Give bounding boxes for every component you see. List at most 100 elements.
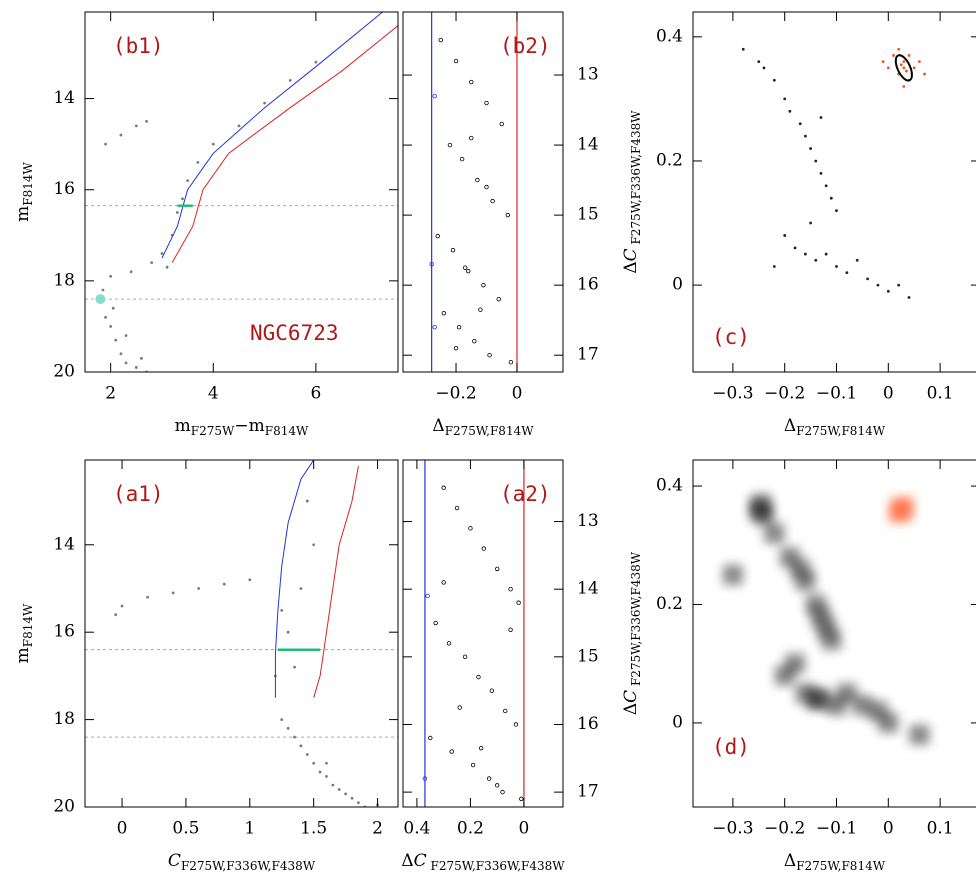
data-point (104, 316, 107, 319)
data-point (109, 275, 112, 278)
label-part: F275W,F814W (796, 859, 886, 873)
data-point (503, 709, 507, 713)
label-part: Δ (621, 261, 641, 273)
data-point (181, 197, 184, 200)
data-point (471, 763, 475, 767)
data-point (897, 48, 900, 51)
data-point (433, 325, 437, 329)
fiducial-line (314, 466, 359, 698)
data-point (845, 271, 848, 274)
data-point (140, 357, 143, 360)
label-part: m (175, 416, 191, 436)
data-point (463, 655, 467, 659)
data-point (509, 587, 513, 591)
data-point (501, 790, 505, 794)
data-point (908, 54, 911, 57)
data-point (248, 578, 251, 581)
data-point (325, 762, 328, 765)
label-part: Δ (784, 416, 796, 436)
panel-annotation: (d) (712, 735, 750, 759)
label-part: F275W,F336W,F438W (629, 110, 643, 249)
data-point (176, 211, 179, 214)
data-point (809, 222, 812, 225)
y-tick-label: 18 (53, 270, 75, 290)
x-tick-label: 6 (310, 384, 321, 404)
data-point (866, 277, 869, 280)
label-part: Δ (432, 416, 444, 436)
data-point (315, 61, 318, 64)
data-point (172, 591, 175, 594)
data-point (197, 587, 200, 590)
data-point (293, 666, 296, 669)
data-point (887, 66, 890, 69)
x-tick-label: −0.3 (712, 384, 753, 404)
y-tick-label: 0.2 (656, 594, 683, 614)
x-tick-label: 0.1 (927, 384, 954, 404)
data-point (102, 289, 105, 292)
data-point (212, 143, 215, 146)
data-point (357, 801, 360, 804)
plot-area (723, 494, 929, 745)
data-point (455, 506, 459, 510)
y-tick-label: 14 (577, 579, 599, 599)
data-point (488, 353, 492, 357)
data-point (280, 718, 283, 721)
y-tick-label: 15 (577, 205, 599, 225)
y-tick-label: 13 (577, 511, 599, 531)
data-point (918, 60, 921, 63)
data-point (338, 788, 341, 791)
plot-area (85, 12, 398, 373)
panel-annotation: (b2) (500, 34, 551, 58)
label-part: C (414, 851, 427, 871)
data-point (509, 360, 513, 364)
data-point (902, 66, 905, 69)
data-point (905, 70, 908, 73)
label-part: m (13, 647, 33, 663)
data-point (485, 101, 489, 105)
data-point (196, 161, 199, 164)
data-point (814, 160, 817, 163)
density-cell (785, 654, 805, 674)
y-tick-label: 20 (53, 362, 75, 382)
data-point (804, 135, 807, 138)
data-point (439, 38, 443, 42)
data-point (490, 689, 494, 693)
y-tick-label: 14 (53, 88, 75, 108)
data-point (477, 675, 481, 679)
data-point (908, 296, 911, 299)
data-point (506, 213, 510, 217)
plot-frame (403, 12, 563, 372)
data-point (454, 346, 458, 350)
x-tick-label: −0.2 (435, 384, 476, 404)
data-point (763, 66, 766, 69)
data-point (783, 234, 786, 237)
label-part: F275W,F814W (445, 424, 535, 438)
data-point (923, 73, 926, 76)
data-point (799, 122, 802, 125)
data-point (902, 60, 905, 63)
density-cell (751, 494, 771, 514)
data-point (788, 110, 791, 113)
data-point (757, 60, 760, 63)
density-cell (723, 565, 743, 585)
density-cell (894, 497, 914, 517)
data-point (120, 352, 123, 355)
data-point (473, 339, 477, 343)
data-point (300, 744, 303, 747)
data-point (900, 63, 903, 66)
density-cell (821, 630, 841, 650)
data-point (485, 185, 489, 189)
data-point (825, 184, 828, 187)
x-axis-label: mF275W−mF814W (175, 416, 309, 438)
data-point (287, 727, 290, 730)
panel-annotation: (a2) (500, 482, 551, 506)
data-point (300, 587, 303, 590)
data-point (112, 307, 115, 310)
data-point (809, 147, 812, 150)
label-part: Δ (401, 851, 413, 871)
label-part: C (621, 690, 641, 703)
data-point (458, 706, 462, 710)
